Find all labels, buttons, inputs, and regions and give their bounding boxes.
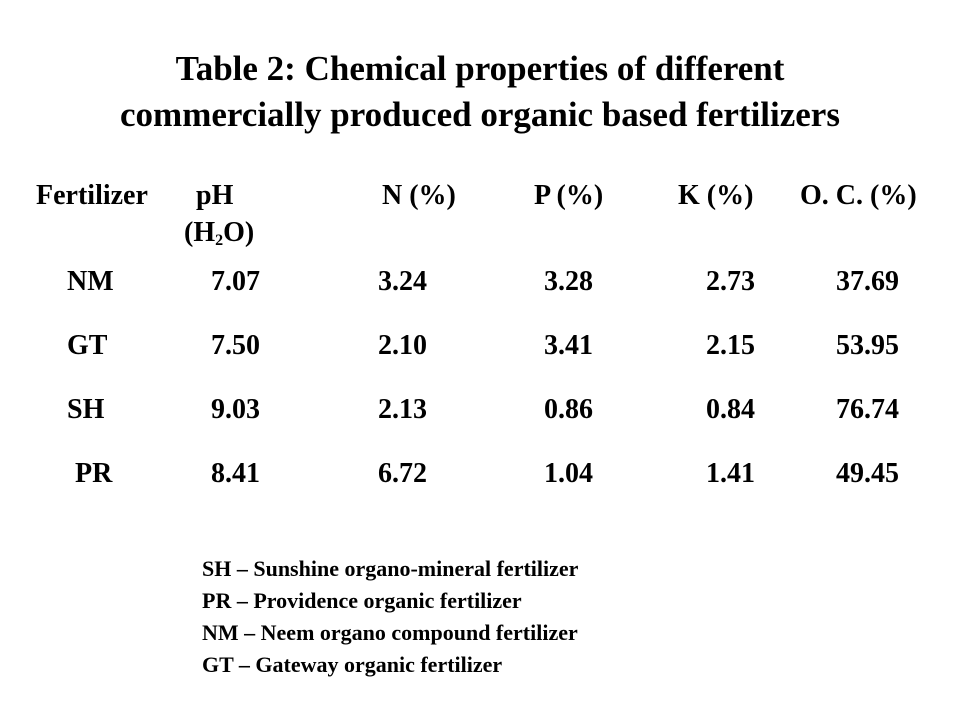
- cell-n: 2.13: [378, 394, 427, 425]
- cell-fertilizer: GT: [67, 330, 108, 361]
- cell-n: 2.10: [378, 330, 427, 361]
- table-title-line-1: Table 2: Chemical properties of differen…: [175, 49, 785, 88]
- cell-oc: 53.95: [836, 330, 899, 361]
- cell-p: 0.86: [544, 394, 593, 425]
- cell-oc: 49.45: [836, 458, 899, 489]
- header-fertilizer: Fertilizer: [36, 180, 148, 211]
- legend-item-pr: PR – Providence organic fertilizer: [202, 588, 522, 613]
- header-ph-unit-open: (H: [184, 217, 216, 248]
- cell-p: 3.41: [544, 330, 593, 361]
- cell-k: 2.15: [706, 330, 755, 361]
- header-ph-unit-subscript: 2: [215, 232, 224, 249]
- cell-ph: 7.50: [211, 330, 260, 361]
- cell-ph: 8.41: [211, 458, 260, 489]
- cell-p: 3.28: [544, 266, 593, 297]
- cell-n: 3.24: [378, 266, 427, 297]
- cell-k: 2.73: [706, 266, 755, 297]
- cell-k: 0.84: [706, 394, 755, 425]
- legend-item-sh: SH – Sunshine organo-mineral fertilizer: [202, 556, 579, 581]
- cell-oc: 37.69: [836, 266, 899, 297]
- cell-n: 6.72: [378, 458, 427, 489]
- table-title-line-2: commercially produced organic based fert…: [120, 95, 840, 134]
- header-ph-unit-close: O): [223, 217, 255, 248]
- header-ph-unit: (H2O): [184, 217, 254, 249]
- header-p: P (%): [534, 180, 604, 211]
- header-oc: O. C. (%): [800, 180, 917, 211]
- cell-oc: 76.74: [836, 394, 899, 425]
- header-n: N (%): [382, 180, 456, 211]
- legend-item-gt: GT – Gateway organic fertilizer: [202, 652, 503, 677]
- cell-ph: 9.03: [211, 394, 260, 425]
- cell-fertilizer: SH: [67, 394, 105, 425]
- cell-k: 1.41: [706, 458, 755, 489]
- cell-fertilizer: NM: [67, 266, 114, 297]
- header-k: K (%): [678, 180, 754, 211]
- cell-ph: 7.07: [211, 266, 260, 297]
- cell-p: 1.04: [544, 458, 593, 489]
- legend-item-nm: NM – Neem organo compound fertilizer: [202, 620, 578, 645]
- header-ph: pH: [196, 180, 234, 211]
- cell-fertilizer: PR: [75, 458, 113, 489]
